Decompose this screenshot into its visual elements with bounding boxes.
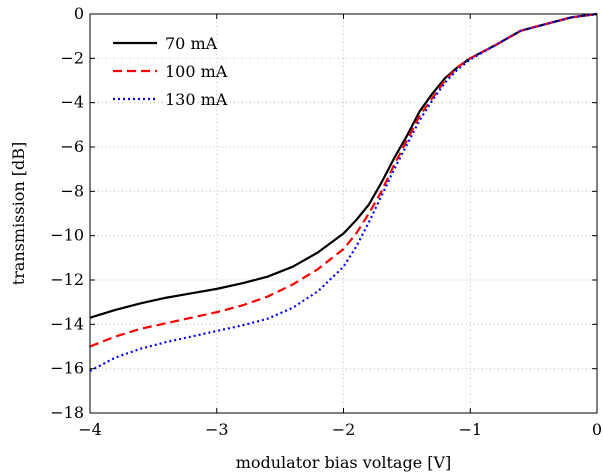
y-tick-label: −2 [60, 48, 84, 67]
y-axis-label: transmission [dB] [9, 142, 28, 285]
y-tick-label: −6 [60, 137, 84, 156]
legend-label: 70 mA [165, 34, 218, 53]
legend-label: 100 mA [165, 62, 228, 81]
series-layer [89, 12, 598, 372]
y-tick-label: −16 [50, 359, 84, 378]
y-tick-label: −10 [50, 226, 84, 245]
y-tick-label: −8 [60, 181, 84, 200]
x-tick-label: −1 [458, 420, 482, 439]
series-line-1 [89, 12, 598, 319]
x-tick-label: 0 [592, 420, 602, 439]
ticks: −4 −3 −2 −1 0−18−16−14−12−10−8−6−4−20 [50, 4, 602, 439]
y-tick-label: −4 [60, 93, 84, 112]
y-tick-label: 0 [74, 4, 84, 23]
series-line-3 [89, 12, 598, 372]
x-tick-label: −4 [78, 420, 102, 439]
y-tick-label: −18 [50, 403, 84, 422]
x-axis-label: modulator bias voltage [V] [236, 453, 452, 472]
legend: 70 mA 100 mA 130 mA [113, 34, 228, 109]
legend-label: 130 mA [165, 90, 228, 109]
y-tick-label: −14 [50, 314, 84, 333]
x-tick-label: −3 [205, 420, 229, 439]
y-tick-label: −12 [50, 270, 84, 289]
x-tick-label: −2 [332, 420, 356, 439]
